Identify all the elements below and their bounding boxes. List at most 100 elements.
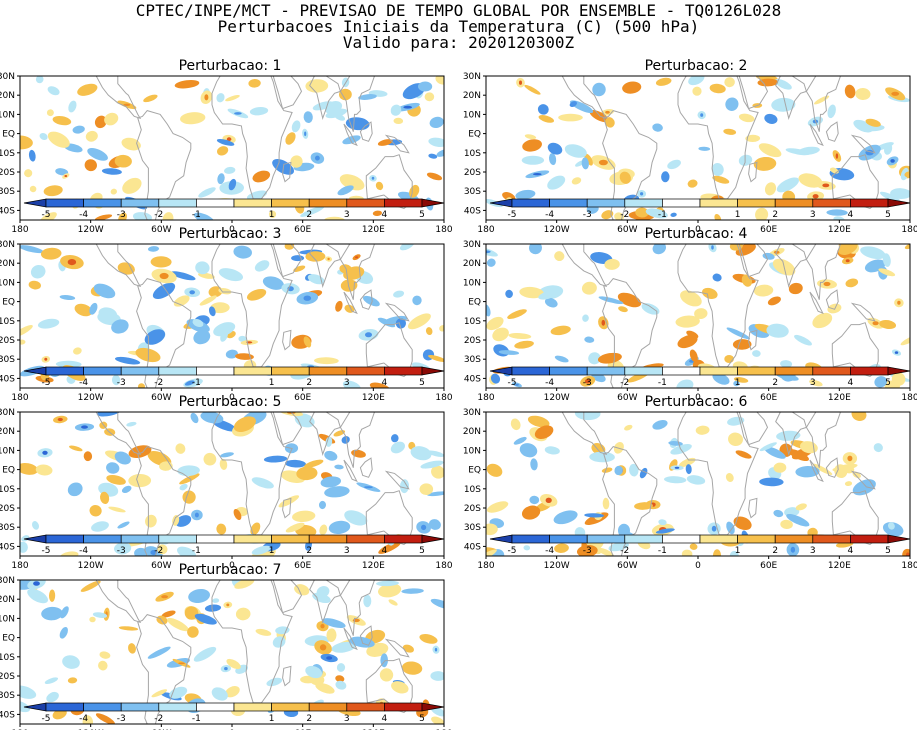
colorbar: -5 -4 -3 -2 -1 1 2 3 4 5 xyxy=(23,198,445,220)
map-panel-6: Perturbacao: 6 30N 20N 10N EQ 10S 20S 30S 40S 180… xyxy=(463,394,917,571)
perturbation-field xyxy=(20,76,444,220)
longitude-label: 120E xyxy=(362,393,385,403)
longitude-label: 180 xyxy=(477,225,494,235)
perturbation-field xyxy=(20,412,444,556)
map-panel-1: Perturbacao: 1 30N 20N 10N EQ 10S 20S 30S 40S 180… xyxy=(0,58,460,235)
latitude-label: 10S xyxy=(0,149,15,159)
coastlines xyxy=(550,76,879,220)
longitude-label: 0 xyxy=(695,225,701,235)
latitude-label: 20S xyxy=(464,336,481,346)
longitude-label: 120W xyxy=(78,225,104,235)
latitude-label: 20N xyxy=(463,259,481,269)
latitude-label: EQ xyxy=(2,466,15,476)
colorbar-tick-label: -5 xyxy=(42,210,51,220)
figure-title-line3: Valido para: 2020120300Z xyxy=(342,33,575,52)
colorbar-tick-label: 5 xyxy=(419,378,425,388)
latitude-label: 10N xyxy=(463,110,481,120)
panel-title: Perturbacao: 6 xyxy=(644,394,748,410)
longitude-label: 180 xyxy=(901,561,917,571)
longitude-label: 0 xyxy=(695,561,701,571)
latitude-label: 10S xyxy=(464,317,481,327)
colorbar-tick-label: 1 xyxy=(269,546,275,556)
colorbar-tick-label: 2 xyxy=(772,546,778,556)
panel-title: Perturbacao: 4 xyxy=(644,226,748,242)
colorbar: -5 -4 -3 -2 -1 1 2 3 4 5 xyxy=(23,366,445,388)
colorbar-tick-label: -5 xyxy=(42,714,51,724)
colorbar-tick-label: 5 xyxy=(419,546,425,556)
latitude-label: 40S xyxy=(464,542,481,552)
colorbar-tick-label: 4 xyxy=(382,546,388,556)
colorbar-tick-label: -3 xyxy=(117,210,126,220)
map-panel-4: Perturbacao: 4 30N 20N 10N EQ 10S 20S 30S 40S 180… xyxy=(463,226,917,403)
colorbar: -5 -4 -3 -2 -1 1 2 3 4 5 xyxy=(489,534,911,556)
colorbar-tick-label: 2 xyxy=(306,714,312,724)
latitude-label: 30N xyxy=(463,72,481,82)
latitude-label: 30N xyxy=(0,240,15,250)
longitude-label: 120E xyxy=(828,225,851,235)
latitude-label: 40S xyxy=(0,542,15,552)
longitude-label: 60E xyxy=(294,225,311,235)
colorbar-tick-label: 4 xyxy=(382,210,388,220)
latitude-label: 30S xyxy=(464,355,481,365)
longitude-label: 180 xyxy=(901,225,917,235)
colorbar-tick-label: 2 xyxy=(306,378,312,388)
colorbar-tick-label: -5 xyxy=(508,378,517,388)
colorbar-tick-label: 3 xyxy=(344,546,350,556)
latitude-label: 20N xyxy=(463,427,481,437)
colorbar-tick-label: -3 xyxy=(117,378,126,388)
longitude-label: 180 xyxy=(435,561,452,571)
latitude-label: 30S xyxy=(0,523,15,533)
colorbar-tick-label: -1 xyxy=(192,714,201,724)
latitude-label: 30N xyxy=(463,408,481,418)
latitude-label: 20S xyxy=(0,168,15,178)
panel-title: Perturbacao: 3 xyxy=(178,226,282,242)
map-figure: 30N 20N 10N EQ 10S 20S 30S 40S 180 120W 60W 0 60E 120… xyxy=(0,72,453,235)
colorbar-tick-label: -3 xyxy=(117,546,126,556)
latitude-label: EQ xyxy=(2,634,15,644)
colorbar-tick-label: 1 xyxy=(735,210,741,220)
latitude-label: 30N xyxy=(0,72,15,82)
colorbar-tick-label: 2 xyxy=(772,378,778,388)
latitude-label: EQ xyxy=(2,130,15,140)
colorbar-tick-label: -3 xyxy=(583,546,592,556)
colorbar-tick-label: -3 xyxy=(583,210,592,220)
map-figure: 30N 20N 10N EQ 10S 20S 30S 40S 180 120W 60W 0 60E 120… xyxy=(463,72,917,235)
latitude-label: 10S xyxy=(464,149,481,159)
colorbar-tick-label: -2 xyxy=(154,714,163,724)
latitude-label: 20S xyxy=(464,504,481,514)
panel-title: Perturbacao: 5 xyxy=(178,394,282,410)
map-panel-3: Perturbacao: 3 30N 20N 10N EQ 10S 20S 30S 40S 180… xyxy=(0,226,460,403)
colorbar-tick-label: 5 xyxy=(885,210,891,220)
longitude-label: 120E xyxy=(828,561,851,571)
map-figure: 30N 20N 10N EQ 10S 20S 30S 40S 180 120W 60W 0 60E 120… xyxy=(0,408,453,571)
longitude-label: 120W xyxy=(78,393,104,403)
colorbar-tick-label: 5 xyxy=(885,378,891,388)
longitude-label: 120W xyxy=(544,561,570,571)
longitude-label: 120W xyxy=(544,393,570,403)
colorbar-tick-label: 5 xyxy=(419,714,425,724)
colorbar-tick-label: 5 xyxy=(885,546,891,556)
figure-title-line2: Perturbacoes Iniciais da Temperatura (C)… xyxy=(217,17,700,36)
coastlines xyxy=(84,580,413,724)
longitude-label: 60W xyxy=(151,225,171,235)
latitude-label: 40S xyxy=(464,374,481,384)
colorbar-tick-label: 3 xyxy=(344,210,350,220)
colorbar-tick-label: -3 xyxy=(117,714,126,724)
colorbar-tick-label: -4 xyxy=(545,546,554,556)
colorbar-tick-label: -5 xyxy=(42,546,51,556)
latitude-label: 20N xyxy=(0,427,15,437)
longitude-label: 120E xyxy=(362,561,385,571)
colorbar-tick-label: -2 xyxy=(154,210,163,220)
longitude-label: 180 xyxy=(435,393,452,403)
colorbar-tick-label: 1 xyxy=(269,210,275,220)
colorbar-tick-label: 1 xyxy=(735,546,741,556)
colorbar-tick-label: -5 xyxy=(508,210,517,220)
colorbar-tick-label: 1 xyxy=(269,378,275,388)
colorbar-tick-label: -3 xyxy=(583,378,592,388)
latitude-label: 10N xyxy=(0,446,15,456)
longitude-label: 60W xyxy=(151,561,171,571)
colorbar-tick-label: 3 xyxy=(810,546,816,556)
latitude-label: EQ xyxy=(468,130,481,140)
longitude-label: 60W xyxy=(617,393,637,403)
longitude-label: 0 xyxy=(695,393,701,403)
